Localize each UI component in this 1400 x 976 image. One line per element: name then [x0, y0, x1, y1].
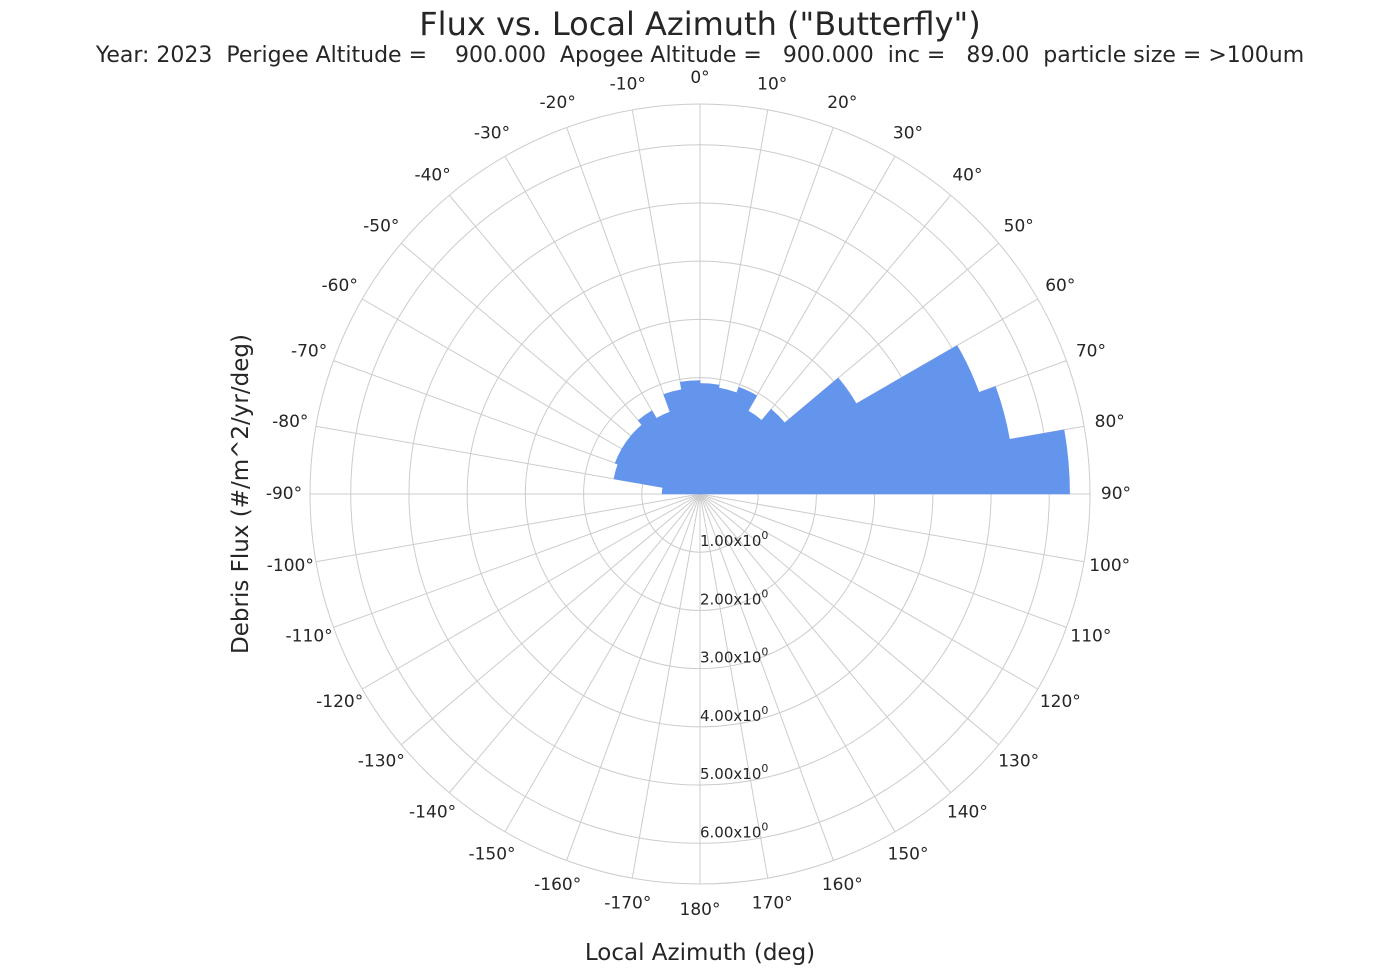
theta-tick-label: -130° — [358, 751, 405, 771]
theta-tick-label: 20° — [827, 93, 857, 113]
theta-tick-label: 80° — [1095, 412, 1125, 432]
theta-tick-label: -20° — [540, 93, 576, 113]
theta-tick-label: 130° — [998, 751, 1039, 771]
theta-tick-label: 70° — [1076, 342, 1106, 362]
flux-bar — [699, 386, 758, 495]
theta-tick-label: 90° — [1101, 484, 1131, 504]
theta-tick-label: -40° — [414, 165, 450, 185]
r-tick-label: 3.00x100 — [700, 646, 768, 667]
r-tick-label: 6.00x100 — [700, 820, 768, 841]
theta-tick-label: 100° — [1089, 556, 1130, 576]
theta-tick-label: 140° — [947, 803, 988, 823]
chart-subtitle: Year: 2023 Perigee Altitude = 900.000 Ap… — [95, 43, 1305, 68]
theta-tick-label: -140° — [409, 803, 456, 823]
theta-tick-label: -60° — [322, 276, 358, 296]
theta-tick-label: -110° — [286, 626, 333, 646]
theta-tick-label: -90° — [266, 484, 302, 504]
theta-tick-label: -120° — [316, 692, 363, 712]
theta-tick-label: -170° — [604, 894, 651, 914]
theta-tick-label: 150° — [888, 844, 929, 864]
theta-gridline — [699, 493, 1067, 628]
theta-gridline — [333, 493, 701, 628]
theta-tick-label: -80° — [272, 412, 308, 432]
theta-tick-label: -70° — [291, 342, 327, 362]
flux-bar — [679, 380, 701, 495]
theta-gridline — [504, 493, 701, 832]
theta-gridline — [699, 493, 834, 861]
r-tick-label: 4.00x100 — [700, 704, 768, 725]
theta-tick-label: 50° — [1004, 217, 1034, 237]
theta-tick-label: 180° — [680, 900, 721, 920]
theta-tick-label: 40° — [952, 165, 982, 185]
theta-gridline — [699, 493, 1000, 746]
theta-gridline — [699, 493, 1085, 563]
r-tick-labels: 1.00x100 2.00x100 3.00x100 4.00x100 5.00x100… — [700, 529, 768, 841]
theta-gridline — [699, 493, 952, 794]
theta-tick-label: 110° — [1070, 626, 1111, 646]
theta-tick-label: -100° — [267, 556, 314, 576]
y-axis-label: Debris Flux (#/m^2/yr/deg) — [228, 334, 254, 654]
theta-tick-label: 170° — [752, 894, 793, 914]
theta-gridline — [315, 493, 701, 563]
theta-tick-label: -30° — [474, 124, 510, 144]
r-tick-label: 1.00x100 — [700, 529, 768, 550]
theta-tick-label: -50° — [363, 217, 399, 237]
outer-boundary — [309, 103, 1091, 885]
theta-gridline — [362, 493, 701, 690]
theta-tick-label: -150° — [468, 844, 515, 864]
chart-title: Flux vs. Local Azimuth ("Butterfly") — [419, 5, 981, 43]
theta-gridline — [448, 493, 701, 794]
r-tick-label: 5.00x100 — [700, 762, 768, 783]
flux-bar — [699, 429, 1070, 495]
theta-gridline — [631, 493, 701, 879]
theta-tick-label: 0° — [690, 68, 709, 88]
theta-tick-label: 30° — [893, 124, 923, 144]
theta-gridline — [400, 493, 701, 746]
theta-gridline — [699, 493, 896, 832]
theta-tick-label: 160° — [822, 875, 863, 895]
theta-tick-label: 60° — [1045, 276, 1075, 296]
x-axis-label: Local Azimuth (deg) — [585, 940, 815, 966]
theta-gridline — [699, 493, 1038, 690]
theta-tick-label: -10° — [610, 74, 646, 94]
theta-gridline — [566, 493, 701, 861]
theta-tick-label: 10° — [757, 74, 787, 94]
theta-tick-label: -160° — [534, 875, 581, 895]
flux-bar — [637, 410, 701, 495]
theta-tick-labels: 0° 10° 20° 30° 40° 50° 60° 70° 80° 90° 100° 110° 120… — [266, 68, 1131, 920]
theta-gridline — [699, 493, 769, 879]
theta-tick-label: 120° — [1040, 692, 1081, 712]
bars-layer — [613, 345, 1070, 495]
r-tick-label: 2.00x100 — [700, 587, 768, 608]
